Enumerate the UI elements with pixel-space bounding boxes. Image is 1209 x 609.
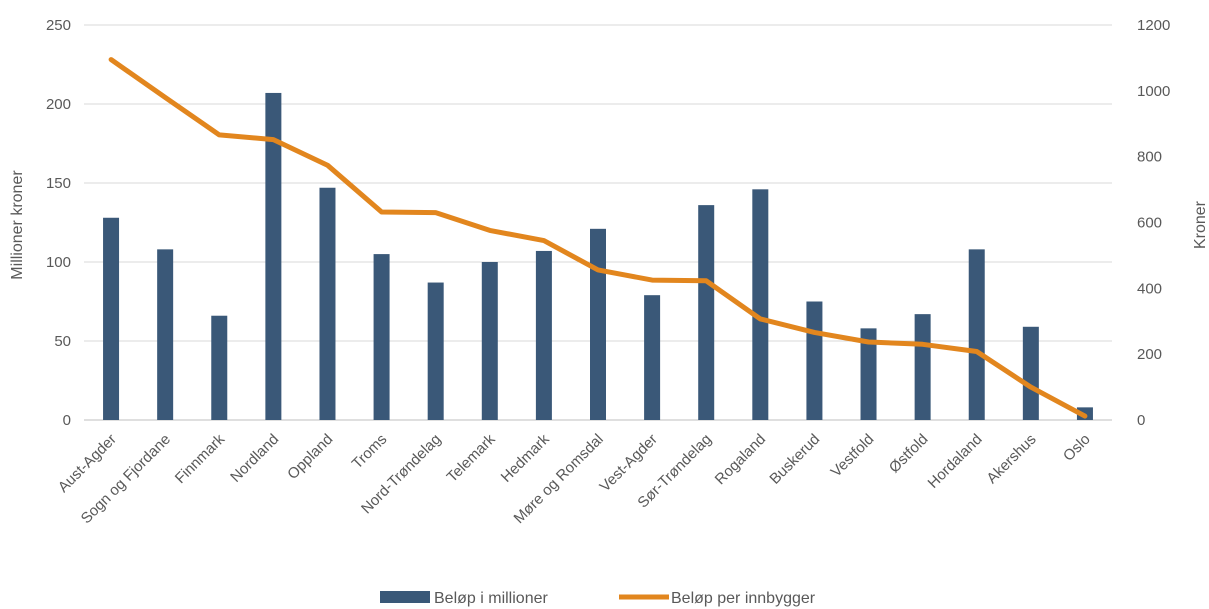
- bar: [860, 328, 877, 420]
- legend-label-line: Beløp per innbygger: [671, 590, 816, 607]
- y-tick-label: 0: [63, 412, 71, 429]
- legend-label-bars: Beløp i millioner: [434, 590, 548, 607]
- y-tick-label: 200: [46, 96, 71, 113]
- right-axis-ticks: 0 200 400 600 800 1000 1200: [1137, 17, 1170, 429]
- x-tick-label: Troms: [349, 431, 391, 473]
- bar: [427, 282, 444, 420]
- y-tick-label: 50: [54, 333, 71, 350]
- line-path: [108, 57, 1088, 419]
- y2-tick-label: 600: [1137, 215, 1162, 232]
- bar: [481, 262, 498, 420]
- bar: [968, 249, 985, 420]
- bar: [752, 189, 769, 420]
- bar: [806, 301, 823, 420]
- bar: [319, 187, 336, 420]
- bar: [644, 295, 661, 420]
- x-tick-label: Nordland: [227, 431, 282, 486]
- y-tick-label: 150: [46, 175, 71, 192]
- bar: [698, 205, 715, 420]
- y-tick-label: 100: [46, 254, 71, 271]
- x-tick-label: Vestfold: [828, 431, 878, 481]
- y2-tick-label: 1000: [1137, 83, 1170, 100]
- y2-tick-label: 1200: [1137, 17, 1170, 34]
- left-axis-title: Millioner kroner: [9, 170, 26, 280]
- x-tick-label: Hedmark: [498, 430, 553, 485]
- line-series: [108, 57, 1088, 419]
- x-tick-label: Oslo: [1060, 431, 1094, 465]
- x-tick-label: Rogaland: [712, 431, 769, 488]
- bar: [1022, 326, 1039, 420]
- x-tick-label: Hordaland: [925, 431, 986, 492]
- bar: [373, 254, 390, 420]
- bar: [157, 249, 174, 420]
- y2-tick-label: 400: [1137, 280, 1162, 297]
- x-tick-label: Finnmark: [172, 430, 229, 487]
- y2-tick-label: 800: [1137, 149, 1162, 166]
- bar: [211, 315, 228, 420]
- legend: Beløp i millioner Beløp per innbygger: [380, 590, 816, 607]
- bar-series: [103, 92, 1093, 420]
- x-tick-label: Telemark: [444, 430, 499, 485]
- y2-tick-label: 200: [1137, 346, 1162, 363]
- x-tick-label: Oppland: [284, 431, 336, 483]
- x-tick-label: Buskerud: [766, 431, 823, 488]
- left-axis-ticks: 0 50 100 150 200 250: [46, 17, 71, 429]
- bar: [265, 92, 282, 420]
- bar: [914, 314, 931, 420]
- right-axis-title: Kroner: [1192, 200, 1209, 249]
- bar: [103, 217, 120, 420]
- y-tick-label: 250: [46, 17, 71, 34]
- y2-tick-label: 0: [1137, 412, 1145, 429]
- x-tick-label: Akershus: [983, 431, 1039, 487]
- legend-swatch-bars: [380, 591, 430, 603]
- x-tick-label: Østfold: [886, 431, 932, 477]
- bar: [535, 250, 552, 420]
- bar: [590, 228, 606, 420]
